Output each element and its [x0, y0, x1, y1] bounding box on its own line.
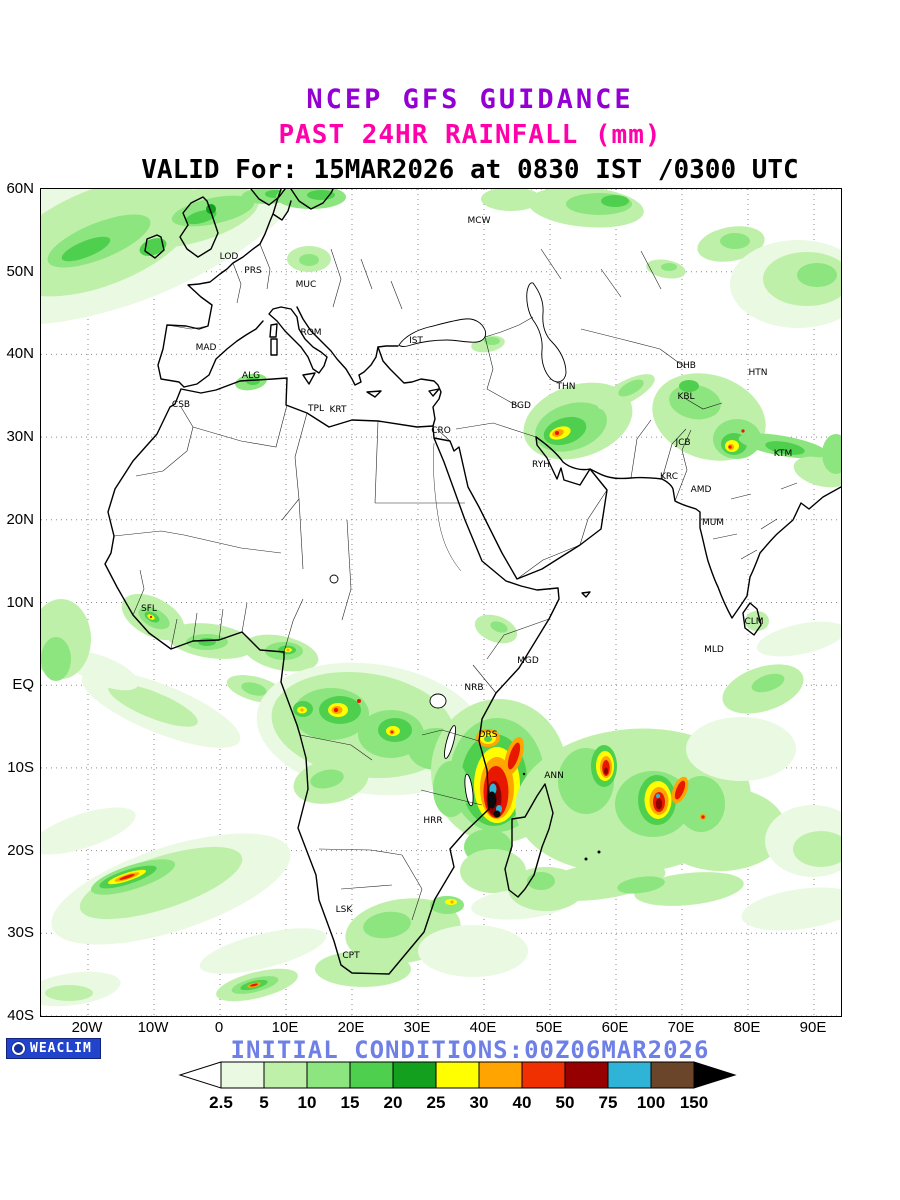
station-label-lod: LOD	[220, 252, 239, 262]
lon-tick-10w: 10W	[137, 1019, 169, 1036]
colorbar-right-arrow	[693, 1061, 737, 1089]
station-labels: MCW LOD PRS MUC ROM IST MAD ALG CSB TPL KRT CRO BGD T…	[141, 216, 792, 961]
lat-tick-40s: 40S	[7, 1007, 34, 1024]
lon-tick-10e: 10E	[271, 1019, 299, 1036]
station-label-krc: KRC	[660, 472, 678, 482]
station-label-nrb: NRB	[464, 683, 483, 693]
station-label-kbl: KBL	[677, 392, 694, 402]
station-label-hrr: HRR	[423, 816, 442, 826]
lon-tick-0: 0	[214, 1019, 224, 1036]
weaclim-logo: WEACLIM	[6, 1038, 101, 1059]
station-label-ist: IST	[409, 336, 423, 346]
lat-tick-60n: 60N	[6, 180, 34, 197]
colorbar-tick-50: 50	[555, 1093, 575, 1112]
map-frame: MCW LOD PRS MUC ROM IST MAD ALG CSB TPL KRT CRO BGD T…	[40, 188, 842, 1017]
rainfall-map: MCW LOD PRS MUC ROM IST MAD ALG CSB TPL KRT CRO BGD T…	[41, 189, 841, 1016]
lon-tick-70e: 70E	[667, 1019, 695, 1036]
station-label-tpl: TPL	[307, 404, 324, 414]
colorbar	[178, 1061, 737, 1089]
lon-tick-30e: 30E	[403, 1019, 431, 1036]
colorbar-segment-1	[263, 1061, 308, 1089]
colorbar-segment-6	[478, 1061, 523, 1089]
station-label-amd: AMD	[691, 485, 712, 495]
colorbar-tick-5: 5	[259, 1093, 269, 1112]
colorbar-tick-100: 100	[636, 1093, 666, 1112]
colorbar-segment-3	[349, 1061, 394, 1089]
colorbar-segment-10	[650, 1061, 695, 1089]
station-label-rom: ROM	[300, 328, 321, 338]
lat-tick-20n: 20N	[6, 510, 34, 528]
station-label-krt: KRT	[330, 405, 348, 415]
lat-tick-10s: 10S	[7, 758, 34, 776]
lat-tick-30n: 30N	[6, 428, 34, 446]
colorbar-tick-40: 40	[512, 1093, 532, 1112]
station-label-mum: MUM	[702, 518, 724, 528]
lon-tick-50e: 50E	[535, 1019, 563, 1036]
station-label-csb: CSB	[172, 400, 190, 410]
station-label-mcw: MCW	[468, 216, 491, 226]
lon-tick-20w: 20W	[71, 1019, 103, 1036]
colorbar-tick-150: 150	[679, 1093, 709, 1112]
coastlines	[104, 189, 841, 975]
colorbar-tick-20: 20	[383, 1093, 403, 1112]
station-label-muc: MUC	[296, 280, 317, 290]
title-model: NCEP GFS GUIDANCE	[306, 84, 634, 115]
station-label-cro: CRO	[431, 426, 451, 436]
colorbar-tick-30: 30	[469, 1093, 489, 1112]
station-label-ktm: KTM	[774, 449, 792, 459]
lon-tick-90e: 90E	[799, 1019, 827, 1036]
station-label-ryh: RYH	[532, 460, 550, 470]
station-label-thn: THN	[556, 382, 576, 392]
rainfall-shading	[41, 189, 841, 1007]
colorbar-segment-2	[306, 1061, 351, 1089]
colorbar-segment-4	[392, 1061, 437, 1089]
weaclim-logo-text: WEACLIM	[30, 1041, 92, 1056]
station-label-mad: MAD	[196, 343, 217, 353]
station-label-lsk: LSK	[336, 905, 354, 915]
colorbar-segment-8	[564, 1061, 609, 1089]
lon-tick-60e: 60E	[601, 1019, 629, 1036]
colorbar-left-arrow	[178, 1061, 222, 1089]
colorbar-segment-7	[521, 1061, 566, 1089]
station-label-mgd: MGD	[517, 656, 539, 666]
colorbar-segment-0	[220, 1061, 265, 1089]
weaclim-logo-icon	[12, 1042, 25, 1055]
lat-tick-20s: 20S	[7, 841, 34, 859]
station-label-prs: PRS	[244, 266, 262, 276]
station-label-drs: DRS	[479, 730, 498, 740]
title-product: PAST 24HR RAINFALL (mm)	[278, 120, 662, 150]
colorbar-tick-2.5: 2.5	[209, 1093, 233, 1112]
colorbar-tick-75: 75	[598, 1093, 618, 1112]
title-valid-time: VALID For: 15MAR2026 at 0830 IST /0300 U…	[141, 155, 799, 185]
lat-tick-40n: 40N	[6, 345, 34, 363]
station-label-htn: HTN	[749, 368, 768, 378]
lon-tick-20e: 20E	[337, 1019, 365, 1036]
initial-conditions-text: INITIAL CONDITIONS:00Z06MAR2026	[230, 1036, 710, 1064]
colorbar-tick-25: 25	[426, 1093, 446, 1112]
station-label-bgd: BGD	[511, 401, 531, 411]
colorbar-segment-5	[435, 1061, 480, 1089]
station-label-alg: ALG	[242, 371, 260, 381]
station-label-mld: MLD	[704, 645, 724, 655]
lon-tick-40e: 40E	[469, 1019, 497, 1036]
colorbar-segment-9	[607, 1061, 652, 1089]
lat-tick-10n: 10N	[6, 593, 34, 611]
station-label-cpt: CPT	[342, 951, 360, 961]
colorbar-tick-15: 15	[340, 1093, 360, 1112]
station-label-dhb: DHB	[676, 361, 696, 371]
chart-titles: NCEP GFS GUIDANCE PAST 24HR RAINFALL (mm…	[40, 84, 900, 185]
lon-tick-80e: 80E	[733, 1019, 761, 1036]
station-label-clm: CLM	[744, 617, 763, 627]
lat-tick-30s: 30S	[7, 924, 34, 942]
lat-tick-eq: EQ	[12, 676, 34, 694]
colorbar-tick-10: 10	[297, 1093, 317, 1112]
station-label-ann: ANN	[544, 771, 564, 781]
station-label-sfl: SFL	[141, 604, 157, 614]
station-label-jcb: JCB	[674, 438, 690, 448]
lat-tick-50n: 50N	[6, 262, 34, 280]
